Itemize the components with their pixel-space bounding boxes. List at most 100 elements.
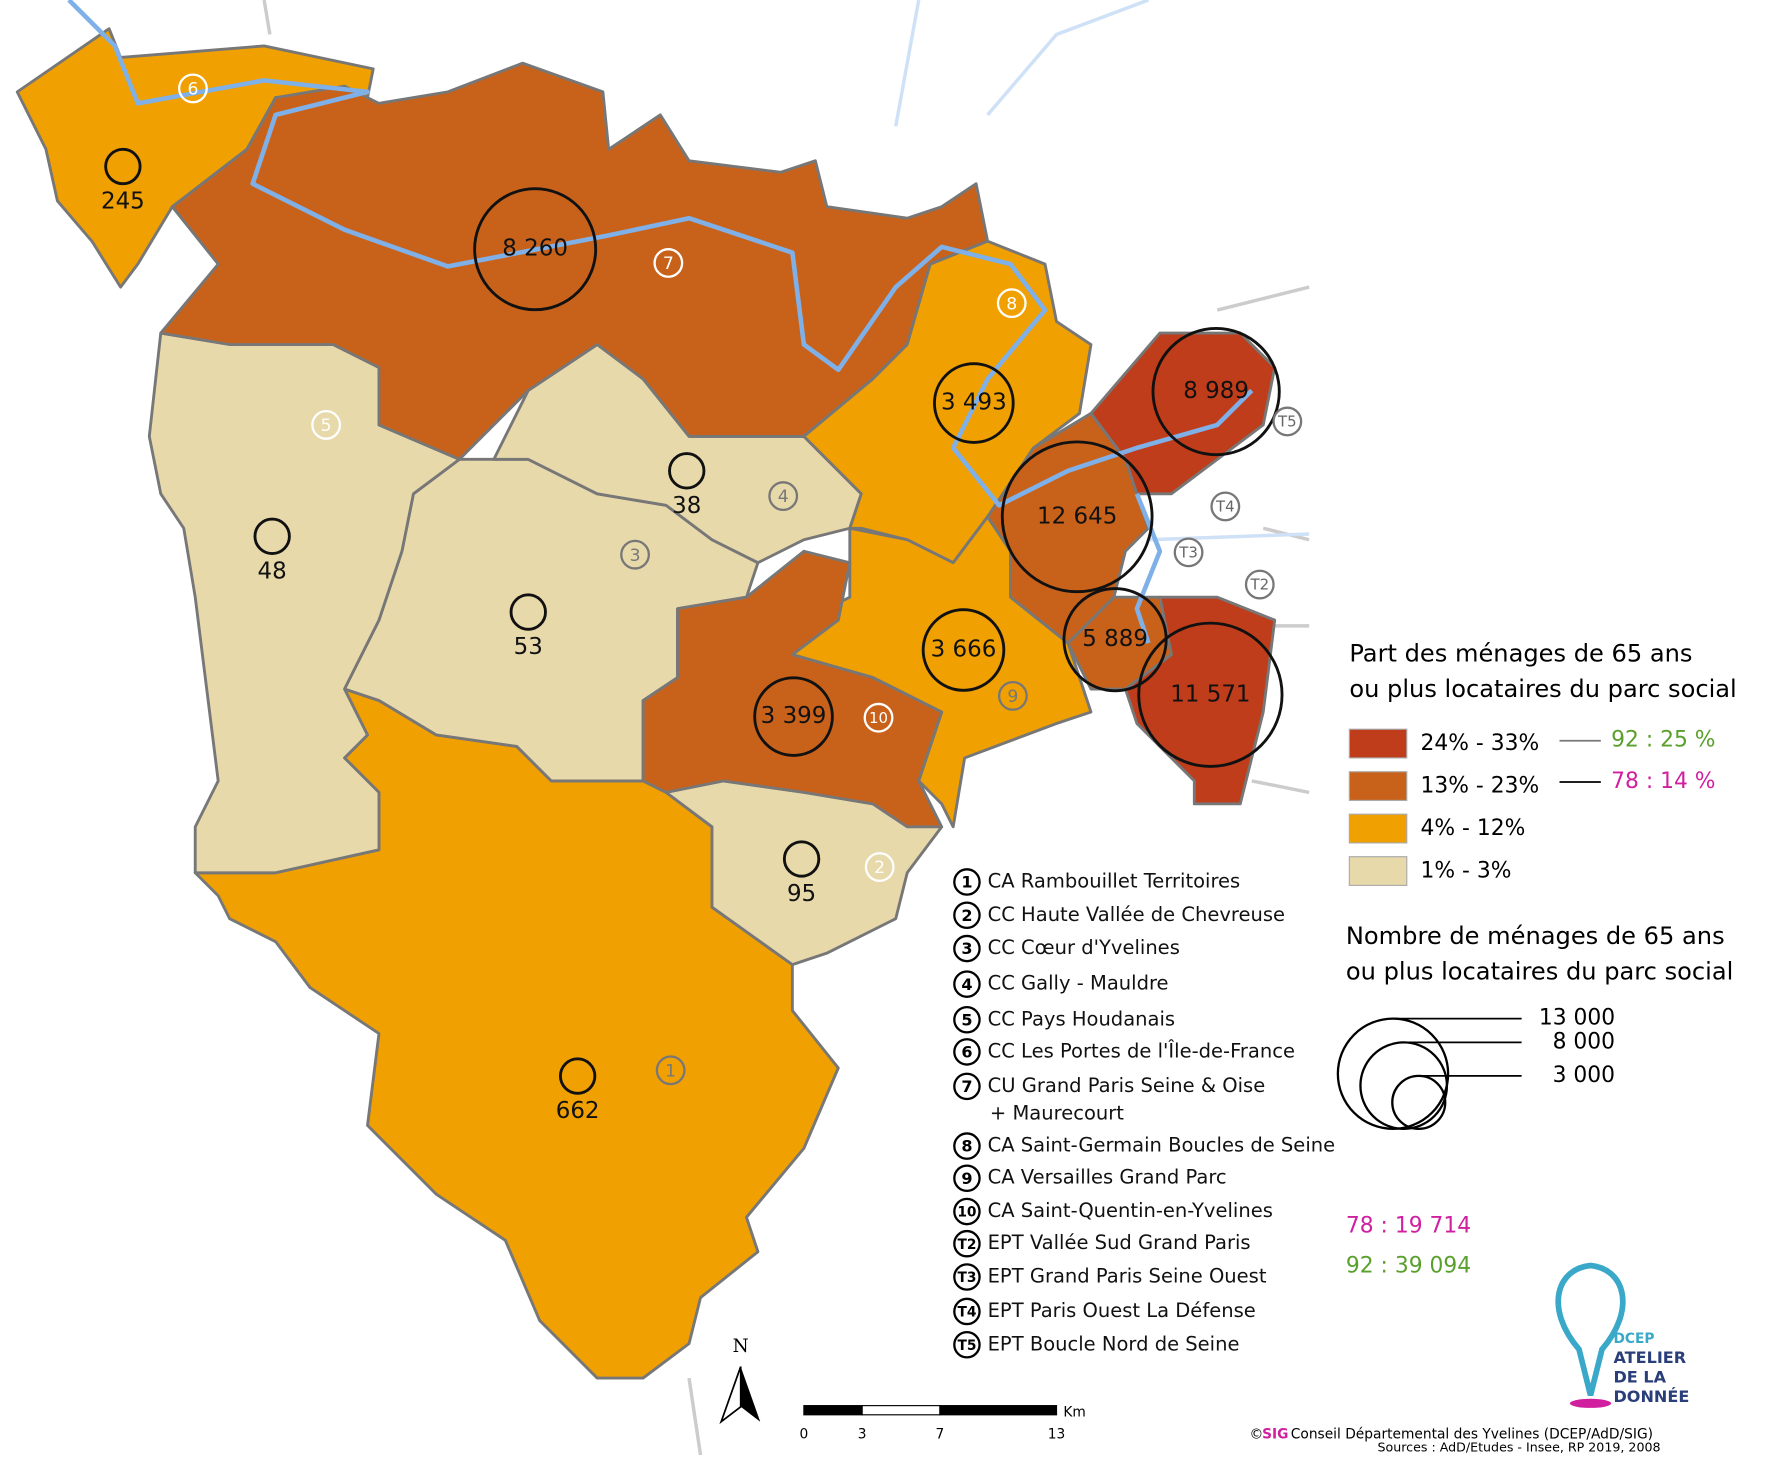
list-badge-code: T3 bbox=[957, 1270, 976, 1286]
territory-badge bbox=[620, 539, 650, 570]
list-name: EPT Paris Ouest La Défense bbox=[988, 1299, 1256, 1322]
territory-badge bbox=[1272, 406, 1303, 437]
list-badge bbox=[953, 1197, 981, 1226]
territory-badge-code: 7 bbox=[663, 254, 674, 274]
total-label: 92 : 39 094 bbox=[1346, 1254, 1471, 1279]
territory-badge-code: 3 bbox=[630, 546, 641, 566]
logo bbox=[1555, 1262, 1626, 1408]
size-label: 13 000 bbox=[1539, 1006, 1615, 1031]
household-circle bbox=[1062, 587, 1168, 693]
territory-badge bbox=[655, 1055, 686, 1086]
legend-title: Part des ménages de 65 ans bbox=[1349, 640, 1692, 668]
list-name: CC Cœur d'Yvelines bbox=[988, 936, 1180, 959]
household-label: 48 bbox=[258, 558, 287, 584]
list-badge-code: 6 bbox=[961, 1043, 972, 1062]
territory-badge bbox=[311, 409, 342, 440]
list-name: EPT Grand Paris Seine Ouest bbox=[988, 1265, 1267, 1288]
list-badge bbox=[953, 901, 981, 930]
household-circle bbox=[1000, 440, 1154, 594]
credit-copyright: © bbox=[1249, 1426, 1263, 1442]
household-label: 3 493 bbox=[941, 390, 1007, 416]
credit-text: Conseil Départemental des Yvelines (DCEP… bbox=[1291, 1426, 1653, 1442]
list-badge-code: 5 bbox=[961, 1010, 972, 1029]
list-badge bbox=[953, 1072, 981, 1101]
region bbox=[641, 549, 944, 829]
territory-badge bbox=[863, 702, 894, 733]
credit-logo: SIG bbox=[1262, 1426, 1288, 1442]
list-name: CA Rambouillet Territoires bbox=[988, 869, 1241, 892]
list-badge bbox=[953, 934, 981, 963]
territory-badge-code: T3 bbox=[1178, 544, 1198, 562]
size-label: 3 000 bbox=[1553, 1063, 1615, 1088]
comparison-label: 92 : 25 % bbox=[1611, 728, 1715, 753]
list-badge-code: 9 bbox=[961, 1169, 972, 1188]
household-label: 53 bbox=[514, 634, 543, 660]
logo-base bbox=[1569, 1398, 1612, 1408]
scale-segment bbox=[861, 1405, 941, 1416]
territory-badge-code: 2 bbox=[874, 858, 885, 878]
comparison-label: 78 : 14 % bbox=[1611, 769, 1715, 794]
legend-class-label: 13% - 23% bbox=[1421, 774, 1540, 799]
territory-badge bbox=[996, 288, 1027, 319]
credit-sources: Sources : AdD/Etudes - Insee, RP 2019, 2… bbox=[1378, 1440, 1661, 1455]
brand-line: DE LA bbox=[1613, 1368, 1666, 1387]
legend-swatch bbox=[1348, 728, 1408, 759]
territory-badge bbox=[997, 680, 1028, 711]
territory-badge-code: 5 bbox=[321, 416, 332, 436]
list-name: CC Gally - Mauldre bbox=[988, 972, 1169, 995]
territory-badge-code: T4 bbox=[1215, 498, 1235, 516]
regions bbox=[15, 27, 1277, 1380]
household-label: 12 645 bbox=[1037, 503, 1117, 529]
territory-badge bbox=[864, 852, 895, 882]
logo-pin bbox=[1555, 1262, 1626, 1396]
list-badge bbox=[953, 1330, 981, 1359]
list-badge-code: 8 bbox=[961, 1137, 972, 1156]
territory-badge-code: 4 bbox=[778, 487, 789, 507]
household-label: 3 399 bbox=[761, 703, 827, 729]
household-circle bbox=[253, 517, 291, 555]
list-name: CC Pays Houdanais bbox=[988, 1007, 1175, 1030]
household-circle bbox=[668, 452, 706, 490]
list-badge bbox=[953, 970, 981, 998]
list-name: CC Les Portes de l'Île-de-France bbox=[988, 1039, 1295, 1062]
list-badge bbox=[953, 1263, 981, 1291]
territory-badge-code: 8 bbox=[1006, 294, 1017, 314]
household-label: 5 889 bbox=[1082, 626, 1148, 652]
household-circle bbox=[1137, 621, 1284, 768]
list-badge bbox=[953, 1297, 981, 1326]
territory-badge bbox=[1244, 569, 1275, 600]
household-circle bbox=[921, 608, 1006, 692]
list-badge-code: 4 bbox=[961, 975, 972, 994]
list-name: CU Grand Paris Seine & Oise bbox=[988, 1074, 1266, 1097]
list-badge bbox=[953, 868, 981, 896]
list-name: EPT Boucle Nord de Seine bbox=[988, 1332, 1240, 1355]
north-arrow-right bbox=[740, 1366, 761, 1422]
territory-badge bbox=[178, 73, 208, 104]
brand-line: DCEP bbox=[1613, 1331, 1654, 1347]
household-label: 245 bbox=[101, 189, 145, 215]
household-circle bbox=[104, 147, 142, 186]
brand-line: ATELIER bbox=[1613, 1348, 1686, 1367]
household-label: 38 bbox=[672, 493, 701, 519]
list-badge-code: 10 bbox=[957, 1205, 976, 1221]
territory-badge bbox=[1173, 537, 1204, 568]
legend-title: ou plus locataires du parc social bbox=[1346, 958, 1733, 986]
list-badge-code: 7 bbox=[961, 1077, 972, 1096]
list-badge bbox=[953, 1005, 981, 1034]
north-label: N bbox=[733, 1336, 749, 1357]
legend-swatch bbox=[1348, 856, 1408, 886]
scale-tick-label: 7 bbox=[936, 1426, 945, 1442]
legend-class-label: 24% - 33% bbox=[1421, 731, 1540, 756]
size-circle bbox=[1336, 1017, 1450, 1131]
household-circle bbox=[933, 362, 1015, 444]
legend-class-label: 1% - 3% bbox=[1421, 859, 1512, 884]
scale-tick-label: 3 bbox=[858, 1426, 867, 1442]
region bbox=[1089, 331, 1277, 496]
north-arrow: N bbox=[719, 1336, 761, 1425]
list-badge-code: T5 bbox=[957, 1338, 976, 1354]
scale-unit: Km bbox=[1063, 1405, 1085, 1421]
region bbox=[802, 239, 1093, 565]
household-circle bbox=[753, 676, 834, 757]
household-label: 8 260 bbox=[502, 236, 568, 262]
